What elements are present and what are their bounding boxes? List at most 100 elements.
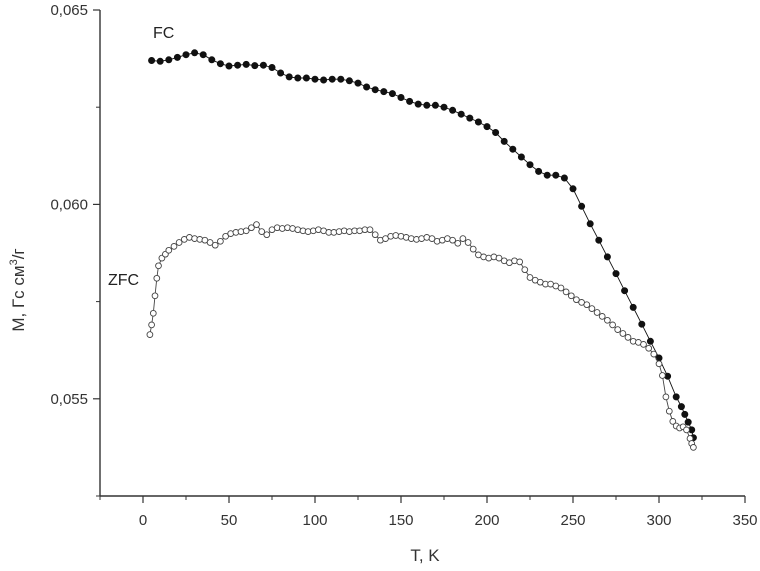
fc-data-point	[560, 174, 568, 182]
fc-data-point	[277, 69, 285, 77]
fc-data-point	[294, 74, 302, 82]
fc-data-point	[500, 137, 508, 145]
fc-data-point	[199, 51, 207, 59]
fc-data-point	[595, 236, 603, 244]
fc-data-point	[234, 61, 242, 69]
fc-data-point	[646, 337, 654, 345]
zfc-data-point	[619, 330, 627, 337]
axes	[99, 10, 745, 497]
zfc-data-point	[469, 245, 477, 253]
fc-data-point	[268, 64, 276, 72]
fc-data-point	[449, 106, 457, 114]
x-tick-label: 150	[388, 512, 413, 529]
fc-data-point	[371, 86, 379, 94]
zfc-data-point	[449, 236, 456, 244]
zfc-series-label: ZFC	[108, 272, 139, 289]
zfc-data-point	[242, 227, 250, 235]
zfc-data-point	[149, 309, 157, 317]
zfc-data-point	[593, 309, 601, 316]
zfc-data-point	[148, 321, 155, 329]
fc-data-point	[363, 83, 371, 91]
fc-data-point	[423, 101, 431, 109]
zfc-data-point	[371, 231, 379, 239]
zfc-data-point	[464, 239, 472, 246]
x-axis-ticks: 0 50 100 150 200 250 300 350	[99, 496, 758, 529]
fc-data-point	[492, 129, 500, 137]
zfc-data-point	[609, 321, 616, 329]
fc-data-point	[320, 76, 328, 84]
y-axis-title-main: M, Гс см	[9, 265, 28, 331]
zfc-data-point	[170, 243, 178, 250]
fc-data-point	[388, 90, 396, 98]
x-axis-title: T, K	[410, 546, 440, 565]
series-layer	[146, 49, 697, 451]
fc-data-point	[569, 185, 577, 193]
zfc-data-point	[151, 292, 159, 300]
x-tick-label: 250	[560, 512, 585, 529]
zfc-data-point	[165, 246, 173, 254]
fc-data-point	[535, 167, 543, 175]
fc-data-point	[578, 202, 586, 210]
fc-data-point	[440, 103, 448, 111]
zfc-data-point	[690, 444, 697, 451]
fc-data-point	[208, 56, 216, 64]
fc-data-point	[638, 320, 646, 328]
zfc-data-point	[604, 316, 611, 324]
fc-data-point	[337, 75, 345, 83]
zfc-data-point	[253, 221, 260, 228]
x-tick-label: 0	[139, 512, 147, 529]
zfc-data-point	[640, 341, 647, 348]
zfc-data-point	[495, 254, 503, 262]
zfc-data-point	[206, 239, 214, 246]
fc-data-point	[414, 100, 422, 108]
y-axis-ticks: 0,055 0,060 0,065	[50, 2, 100, 497]
fc-data-point	[225, 62, 233, 70]
zfc-data-point	[573, 296, 580, 304]
zfc-data-point	[659, 372, 666, 379]
fc-data-point	[328, 75, 336, 83]
fc-data-point	[457, 110, 465, 118]
zfc-data-point	[598, 313, 606, 320]
zfc-data-point	[248, 224, 255, 232]
y-axis-title: M, Гс см3/г	[8, 248, 28, 331]
fc-data-point	[517, 153, 525, 161]
zfc-data-point	[211, 241, 219, 249]
fc-series-line	[151, 52, 694, 438]
zfc-data-point	[153, 274, 161, 282]
fc-series	[148, 49, 697, 442]
x-tick-label: 100	[302, 512, 327, 529]
fc-data-point	[681, 410, 689, 418]
zfc-data-point	[459, 235, 467, 242]
zfc-data-point	[557, 284, 565, 292]
zfc-data-point	[588, 305, 596, 312]
fc-data-point	[431, 101, 439, 109]
fc-data-point	[543, 171, 551, 179]
fc-data-point	[586, 220, 594, 228]
fc-data-point	[509, 145, 517, 153]
zfc-data-point	[454, 239, 462, 247]
y-tick-label: 0,060	[50, 196, 88, 213]
fc-data-point	[191, 49, 199, 57]
fc-data-point	[311, 75, 319, 83]
fc-data-point	[612, 270, 620, 278]
fc-data-point	[603, 253, 611, 261]
zfc-data-point	[583, 301, 591, 309]
x-tick-label: 350	[732, 512, 757, 529]
zfc-data-point	[645, 344, 653, 352]
zfc-data-point	[662, 393, 670, 401]
zfc-data-point	[258, 228, 266, 235]
zfc-data-point	[650, 350, 658, 358]
x-tick-label: 200	[474, 512, 499, 529]
fc-data-point	[173, 53, 181, 61]
zfc-data-point	[562, 288, 570, 296]
zfc-data-point	[614, 326, 622, 333]
fc-data-point	[629, 303, 637, 311]
zfc-data-point	[669, 418, 677, 425]
fc-data-point	[302, 74, 310, 82]
y-tick-label: 0,055	[50, 391, 88, 408]
fc-data-point	[526, 161, 534, 169]
fc-data-point	[474, 118, 482, 126]
x-tick-label: 50	[221, 512, 238, 529]
fc-data-point	[156, 57, 164, 65]
fc-data-point	[483, 123, 491, 131]
